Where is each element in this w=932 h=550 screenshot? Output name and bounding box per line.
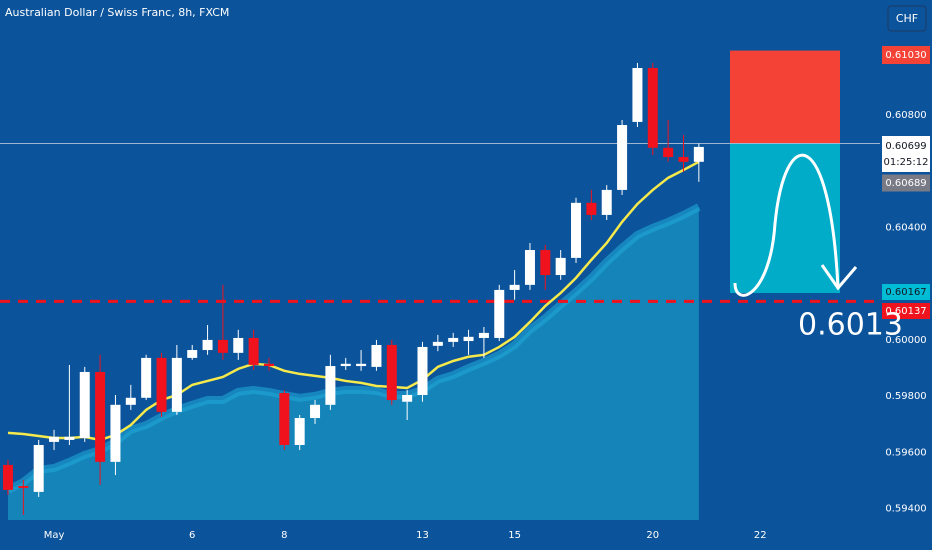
plot	[0, 50, 880, 520]
candle-body	[555, 257, 566, 276]
candle-body	[79, 371, 90, 438]
candle-body	[617, 125, 628, 190]
candle-body	[340, 363, 351, 367]
target-badge: 0.60167	[885, 287, 926, 298]
candle-body	[632, 67, 643, 122]
candle-body	[356, 363, 367, 367]
target-zone	[730, 143, 840, 294]
area-edge	[6, 203, 701, 494]
candle-body	[432, 341, 443, 346]
stop-badge-bg	[882, 46, 930, 64]
candle-body	[141, 357, 152, 398]
candle-body	[18, 486, 29, 488]
candle-body	[217, 339, 228, 353]
level-badge: 0.60137	[885, 306, 926, 317]
annotation: 0.6013	[798, 308, 903, 343]
candle-body	[171, 357, 182, 412]
candle-body	[402, 394, 413, 402]
candle-body	[678, 157, 689, 162]
candle-body	[571, 202, 582, 258]
moving-average	[7, 160, 700, 442]
chart-title: Australian Dollar / Swiss Franc, 8h, FXC…	[5, 6, 229, 19]
y-tick-label: 0.60800	[885, 110, 926, 121]
stop-zone	[730, 50, 840, 144]
candle-body	[156, 357, 167, 412]
candle-body	[2, 464, 13, 490]
countdown: 01:25:12	[884, 157, 929, 168]
bid-badge: 0.60689	[885, 178, 926, 189]
last-price-bg	[882, 136, 930, 172]
y-tick-label: 0.59800	[885, 391, 926, 402]
y-tick-label: 0.60000	[885, 335, 926, 346]
candle-body	[663, 147, 674, 158]
target-badge-bg	[882, 284, 930, 300]
candle-body	[248, 337, 259, 365]
candle-body	[386, 344, 397, 401]
candle-body	[325, 366, 336, 405]
candle-body	[33, 444, 44, 492]
candle-body	[110, 404, 121, 462]
candle-body	[49, 436, 60, 442]
candle-body	[601, 189, 612, 215]
x-tick-label: 13	[416, 530, 429, 541]
candle-body	[524, 250, 535, 285]
x-tick-label: 22	[754, 530, 767, 541]
candle-body	[509, 284, 520, 290]
candle-body	[647, 67, 658, 148]
x-tick-label: 20	[646, 530, 659, 541]
candle-body	[95, 371, 106, 462]
currency-button[interactable]	[887, 5, 927, 32]
candle-body	[448, 337, 459, 342]
candle-body	[125, 397, 136, 405]
candle-body	[478, 332, 489, 338]
candle-body	[279, 393, 290, 445]
area	[7, 207, 699, 520]
bid-badge-bg	[882, 174, 930, 192]
x-tick-label: 8	[281, 530, 287, 541]
candle-body	[693, 146, 704, 162]
candle-body	[202, 339, 213, 351]
candle-body	[586, 202, 597, 215]
y-tick-label: 0.60400	[885, 223, 926, 234]
level-badge-bg	[882, 303, 930, 319]
candle-body	[540, 250, 551, 276]
candle-body	[371, 344, 382, 367]
stop-badge: 0.61030	[885, 50, 926, 61]
x-tick-label: May	[44, 530, 65, 541]
x-tick-label: 6	[189, 530, 195, 541]
candle-body	[263, 363, 274, 367]
arrow-head	[820, 264, 858, 291]
currency-label[interactable]: CHF	[896, 12, 918, 25]
candle-body	[417, 346, 428, 395]
y-tick-label: 0.59600	[885, 447, 926, 458]
candle-body	[294, 418, 305, 445]
last-price: 0.60699	[885, 141, 926, 152]
y-tick-label: 0.59400	[885, 503, 926, 514]
candle-body	[463, 336, 474, 342]
candle-body	[233, 337, 244, 353]
candle-body	[187, 350, 198, 358]
candle-body	[64, 436, 75, 440]
candle-body	[494, 289, 505, 338]
candle-body	[310, 404, 321, 419]
curve-arrow	[733, 153, 840, 297]
x-tick-label: 15	[508, 530, 521, 541]
